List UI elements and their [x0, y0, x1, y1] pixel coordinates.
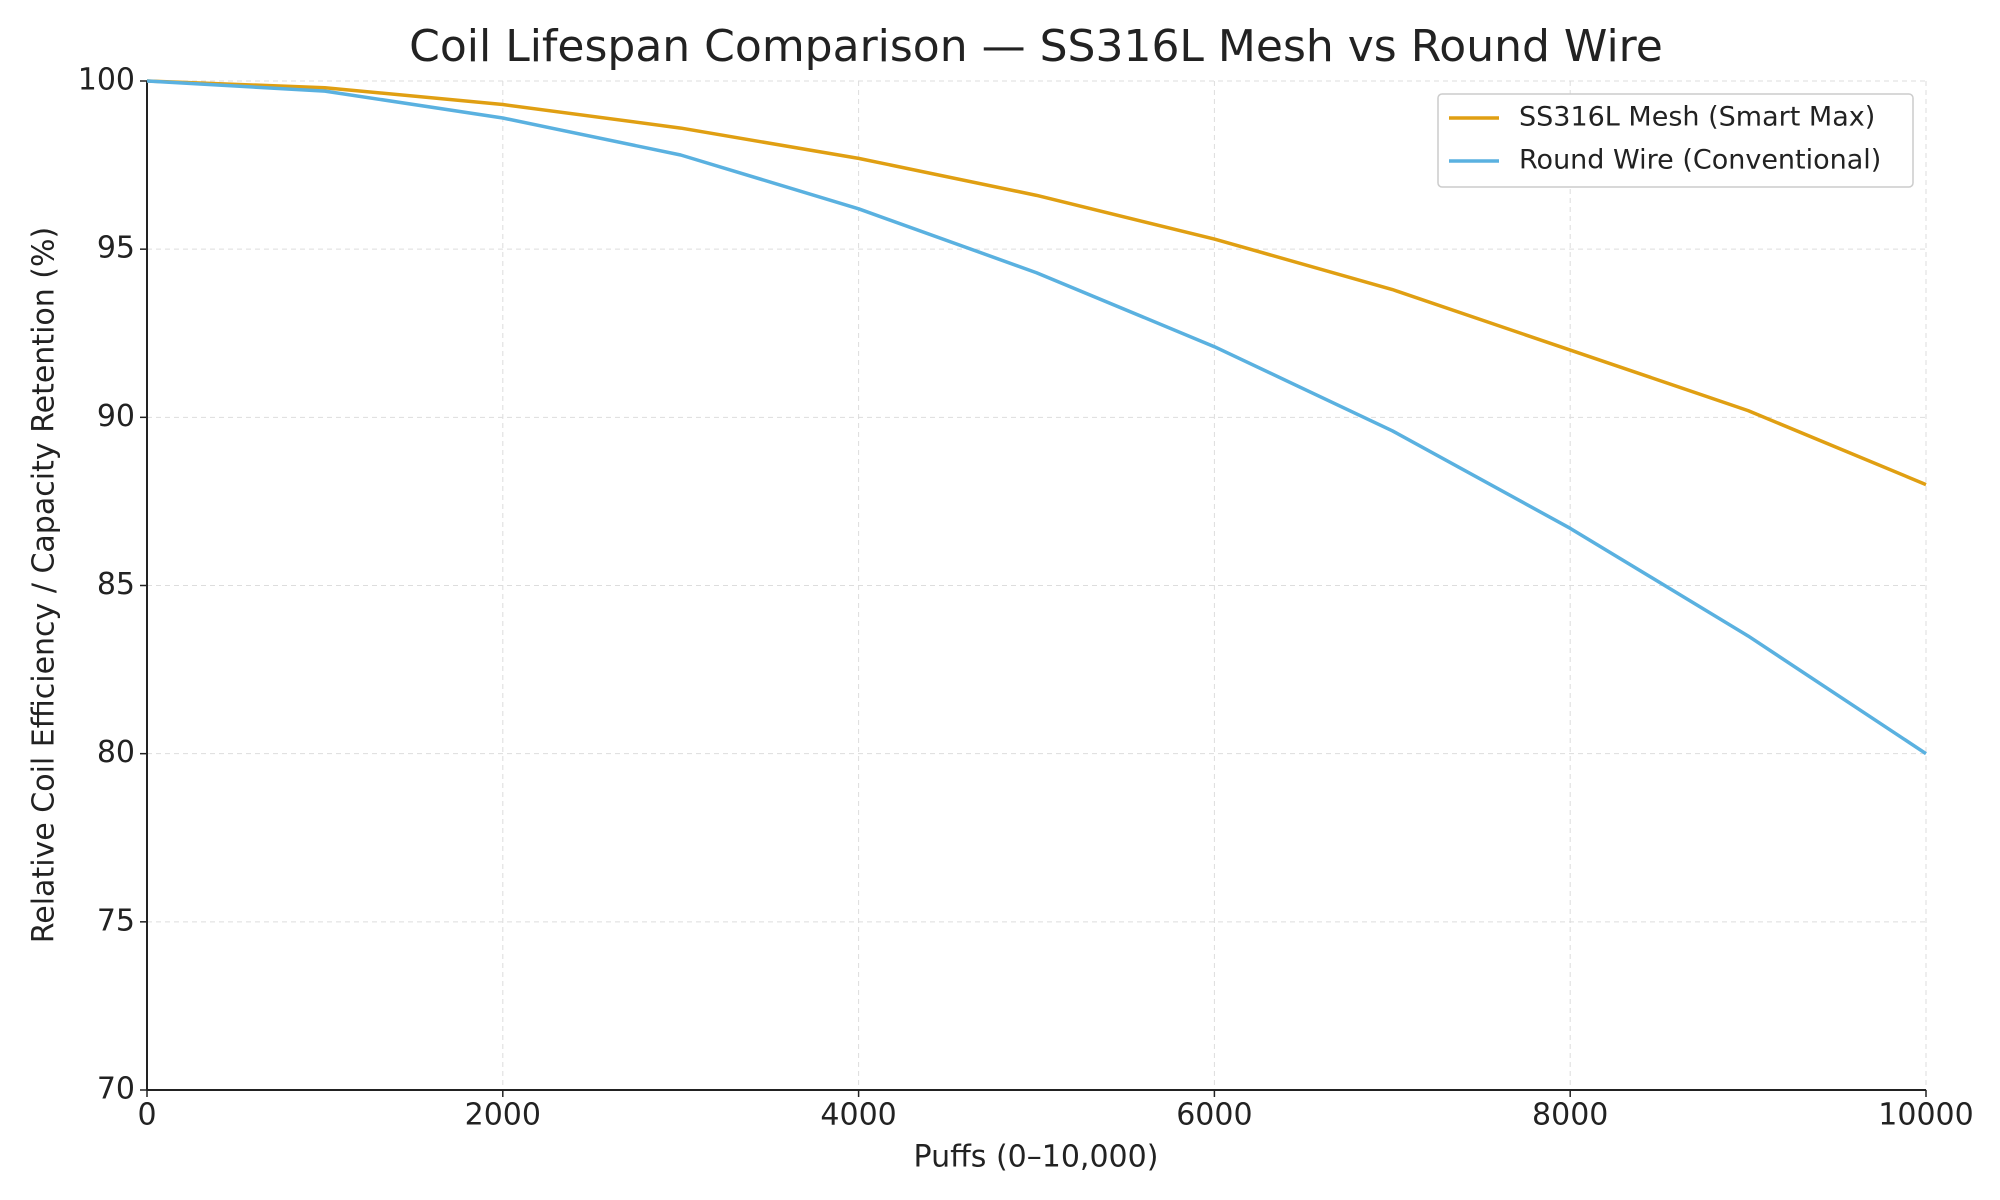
legend-label: Round Wire (Conventional)	[1519, 145, 1881, 176]
x-tick-label: 4000	[820, 1098, 896, 1133]
y-tick-label: 100	[78, 63, 135, 98]
y-tick-label: 90	[97, 399, 135, 434]
legend-label: SS316L Mesh (Smart Max)	[1519, 102, 1875, 133]
legend-box	[1437, 93, 1914, 188]
series-line	[146, 79, 1927, 756]
x-tick-label: 10000	[1878, 1098, 1973, 1133]
x-tick-label: 0	[137, 1098, 156, 1133]
y-tick-label: 95	[97, 231, 135, 266]
y-tick-label: 70	[97, 1072, 135, 1107]
y-tick-label: 75	[97, 903, 135, 938]
y-axis-label: Relative Coil Efficiency / Capacity Rete…	[27, 227, 62, 943]
y-tick-label: 80	[97, 735, 135, 770]
x-tick-label: 8000	[1532, 1098, 1608, 1133]
chart-title: Coil Lifespan Comparison — SS316L Mesh v…	[409, 21, 1663, 72]
x-tick-label: 6000	[1176, 1098, 1252, 1133]
x-axis-label: Puffs (0–10,000)	[914, 1140, 1159, 1175]
y-tick-label: 85	[97, 567, 135, 602]
x-tick-label: 2000	[465, 1098, 541, 1133]
series-line	[146, 79, 1927, 487]
